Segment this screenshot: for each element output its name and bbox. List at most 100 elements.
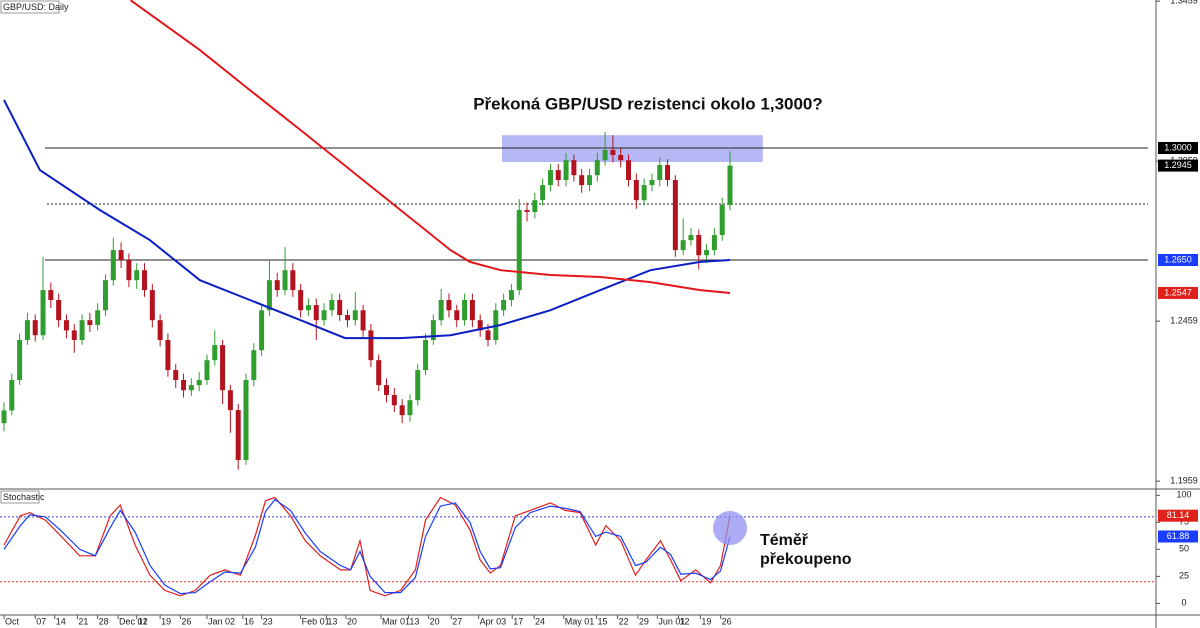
candle-body [391,395,397,406]
candle-body [305,305,311,311]
candle-body [32,320,38,336]
candle-body [1,410,7,424]
price-tag-label: 1.2547 [1164,287,1192,297]
candle-body [126,260,132,281]
stochastic-line [3,498,731,595]
candle-body [547,170,553,186]
stochastic-line [3,496,731,597]
candle-body [711,235,717,251]
candle-body [571,160,577,176]
candle-body [368,330,374,361]
x-tick-label: 27 [452,616,462,626]
candle-body [298,290,304,311]
candle-body [657,164,663,180]
candle-body [102,280,108,311]
candle-body [204,360,210,380]
candle-body [563,160,569,180]
candle-body [337,300,343,316]
candle-body [196,380,202,386]
x-tick-label: 07 [36,616,46,626]
y-tick-label: 1.2459 [1170,315,1198,325]
candle-body [56,300,62,321]
x-tick-label: 13 [409,616,419,626]
candle-body [344,315,350,321]
value-tag-label: 81.14 [1167,510,1190,520]
price-tag [1158,159,1198,172]
y-tick-label: 0 [1181,598,1186,608]
candle-body [329,300,335,311]
candle-body [321,310,327,321]
price-tag-label: 1.2945 [1164,160,1192,170]
x-tick-label: 14 [56,616,66,626]
y-tick-label: 100 [1176,490,1191,500]
candle-body [212,345,218,361]
candle-body [9,380,15,411]
x-tick-label: 26 [722,616,732,626]
highlight-circle [713,511,747,545]
candle-body [376,360,382,386]
candle-body [134,270,140,281]
indicator-label: Stochastic [3,492,45,502]
candle-body [360,310,366,331]
candle-body [688,235,694,241]
x-tick-label: Mar 01 [382,616,410,626]
candle-body [48,290,54,300]
candle-body [399,405,405,416]
y-tick-label: 25 [1179,571,1189,581]
candle-body [259,310,265,351]
price-tag [1158,254,1198,266]
x-tick-label: Apr 03 [480,616,507,626]
candle-body [415,370,421,401]
candle-body [680,240,686,251]
candle-body [142,270,148,291]
x-tick-label: 12 [138,616,148,626]
moving-average [129,0,731,294]
candle-body [251,350,257,380]
candle-body [618,155,624,161]
candle-body [696,235,702,256]
candle-body [63,320,69,331]
y-tick-label: 1.1959 [1170,475,1198,485]
x-tick-label: 29 [639,616,649,626]
candle-body [477,320,483,331]
candle-body [79,320,85,340]
candle-body [188,385,194,391]
resistance-zone [502,135,763,163]
candle-body [118,250,124,260]
candle-body [95,310,101,325]
x-tick-label: 16 [244,616,254,626]
candle-body [610,149,616,156]
x-tick-label: May 01 [565,616,595,626]
x-tick-label: 20 [430,616,440,626]
candle-body [438,300,444,321]
candle-body [165,340,171,371]
candle-body [352,310,358,321]
candle-body [594,160,600,176]
candle-body [266,280,272,311]
candle-body [235,410,241,460]
candle-body [181,380,187,391]
candle-body [665,164,671,180]
candle-body [157,320,163,340]
candle-body [579,175,585,186]
x-tick-label: 12 [679,616,689,626]
candle-body [555,170,561,180]
annotation: Téměř [760,532,809,549]
candle-body [384,385,390,396]
candle-body [282,270,288,291]
candle-body [508,290,514,300]
candle-body [524,210,530,212]
candle-body [110,250,116,281]
candle-body [17,340,23,380]
x-tick-label: 13 [327,616,337,626]
value-tag-label: 61.88 [1167,531,1190,541]
y-tick-label: 50 [1179,544,1189,554]
x-tick-label: Dec 01 [119,616,148,626]
x-tick-label: 20 [347,616,357,626]
x-tick-label: 21 [78,616,88,626]
x-tick-label: 28 [99,616,109,626]
candle-body [274,280,280,291]
chart-title: Překoná GBP/USD rezistenci okolo 1,3000? [473,94,823,113]
x-tick-label: 19 [701,616,711,626]
